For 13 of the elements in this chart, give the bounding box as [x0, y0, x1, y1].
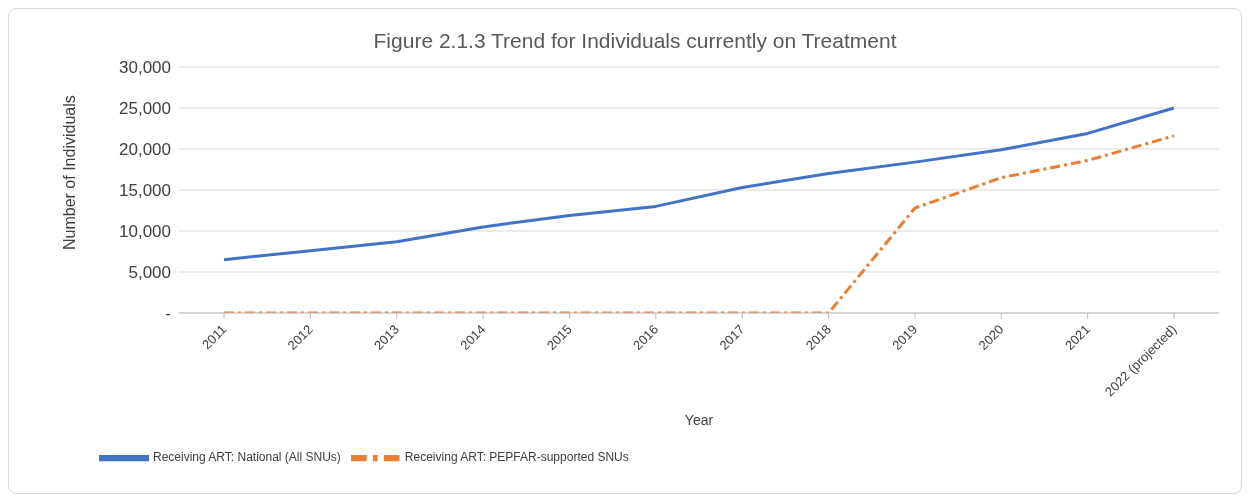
y-tick-label: 10,000: [119, 222, 171, 242]
legend-label: Receiving ART: PEPFAR-supported SNUs: [404, 450, 629, 465]
y-axis-title: Number of Individuals: [60, 95, 78, 250]
y-tick-label: 25,000: [119, 99, 171, 119]
y-tick-label: 30,000: [119, 58, 171, 78]
legend-label: Receiving ART: National (All SNUs): [153, 450, 341, 465]
y-tick-label: 15,000: [119, 181, 171, 201]
y-tick-label: 5,000: [128, 263, 171, 283]
x-axis-title: Year: [684, 412, 714, 428]
y-tick-label: -: [165, 304, 171, 324]
y-tick-label: 20,000: [119, 140, 171, 160]
line-series: [222, 106, 1176, 262]
chart-title: Figure 2.1.3 Trend for Individuals currently on Treatment: [372, 29, 898, 53]
